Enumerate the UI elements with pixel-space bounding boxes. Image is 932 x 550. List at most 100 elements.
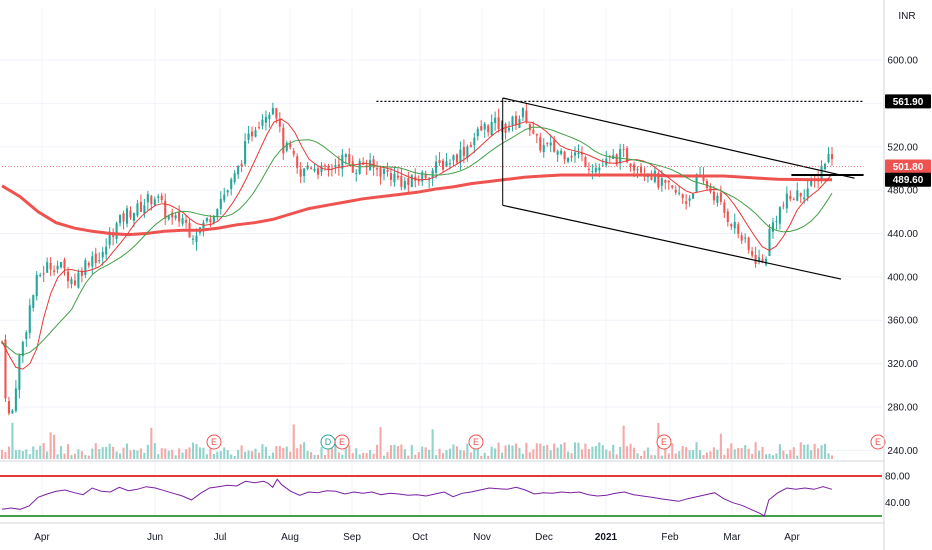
volume-bar xyxy=(824,443,827,459)
volume-bar xyxy=(372,453,375,459)
resistance-price-tag-text: 561.90 xyxy=(893,97,924,108)
volume-bar xyxy=(615,454,618,459)
volume-bar xyxy=(191,442,195,459)
candle-body xyxy=(254,130,257,137)
candle-body xyxy=(507,128,511,131)
volume-bar xyxy=(448,448,452,459)
volume-bar xyxy=(407,455,410,459)
volume-bar xyxy=(692,449,695,459)
volume-bar xyxy=(282,447,285,459)
candle-body xyxy=(35,274,38,297)
volume-bar xyxy=(723,454,726,459)
volume-bar xyxy=(365,452,368,459)
volume-bar xyxy=(348,445,351,459)
candle-body xyxy=(316,168,320,175)
candle-body xyxy=(39,275,42,277)
candle-body xyxy=(178,212,181,222)
candle-body xyxy=(18,355,21,390)
volume-bar xyxy=(560,444,563,459)
volume-bar xyxy=(98,449,101,459)
candle-body xyxy=(785,193,788,209)
candle-body xyxy=(494,117,497,123)
volume-bar xyxy=(261,444,264,459)
volume-bar xyxy=(584,443,587,459)
volume-bar xyxy=(230,454,233,459)
candle-body xyxy=(824,164,827,170)
volume-bar xyxy=(629,443,632,459)
volume-bar xyxy=(233,455,236,459)
candle-body xyxy=(191,238,195,240)
currency-label: INR xyxy=(898,11,915,22)
volume-bar xyxy=(799,442,802,459)
volume-bar xyxy=(459,449,462,459)
candle-body xyxy=(455,154,458,163)
volume-bar xyxy=(247,450,250,459)
volume-bar xyxy=(601,445,604,459)
candle-body xyxy=(667,180,670,183)
volume-bar xyxy=(122,447,125,459)
candle-body xyxy=(150,196,153,205)
volume-bar xyxy=(431,429,434,459)
candle-body xyxy=(622,148,625,150)
candle-body xyxy=(619,149,622,164)
candle-body xyxy=(799,193,802,197)
candle-body xyxy=(692,193,695,199)
volume-bar xyxy=(403,449,406,459)
volume-bar xyxy=(18,449,21,459)
candle-body xyxy=(11,410,14,414)
volume-bar xyxy=(549,450,552,459)
candle-body xyxy=(730,224,733,227)
candle-body xyxy=(108,231,111,245)
volume-bar xyxy=(185,449,188,459)
candle-body xyxy=(771,222,775,232)
volume-bar xyxy=(514,443,518,459)
volume-bar xyxy=(306,450,309,459)
volume-bar xyxy=(428,449,431,459)
candle-body xyxy=(591,170,594,172)
candle-body xyxy=(744,237,747,239)
volume-bar xyxy=(674,453,677,459)
volume-bar xyxy=(143,452,146,459)
candle-body xyxy=(424,173,427,179)
volume-bar xyxy=(758,450,761,459)
ma-long-line xyxy=(1,173,832,237)
candle-body xyxy=(327,165,330,170)
resistance-price-tag-box xyxy=(885,94,931,109)
volume-bar xyxy=(7,446,10,459)
candle-body xyxy=(310,167,313,169)
candle-body xyxy=(431,170,434,178)
volume-bar xyxy=(580,449,583,459)
rsi-tick-label: 40.00 xyxy=(885,498,910,509)
candle-body xyxy=(181,218,184,224)
candle-body xyxy=(32,295,35,308)
volume-bar xyxy=(32,446,35,459)
candle-body xyxy=(46,262,49,273)
candle-body xyxy=(396,175,399,178)
candle-body xyxy=(577,152,580,155)
price-tick-label: 520.00 xyxy=(887,142,918,153)
candle-body xyxy=(278,119,281,127)
volume-bar xyxy=(497,442,500,459)
volume-bar xyxy=(664,446,667,459)
volume-bar xyxy=(251,451,254,459)
volume-bar xyxy=(480,455,483,459)
candle-body xyxy=(778,207,781,224)
volume-bar xyxy=(421,446,424,459)
volume-bar xyxy=(181,452,184,459)
volume-bar xyxy=(362,452,365,459)
grid xyxy=(0,8,882,516)
volume-bar xyxy=(382,455,386,459)
volume-bar xyxy=(167,450,170,459)
time-tick-label: Nov xyxy=(473,532,491,543)
volume-bar xyxy=(358,454,361,459)
candle-body xyxy=(490,122,493,136)
volume-bar xyxy=(626,446,629,459)
volume-bar xyxy=(396,446,399,459)
volume-bar xyxy=(830,455,834,459)
candle-body xyxy=(497,117,500,129)
candle-body xyxy=(94,253,97,264)
candle-body xyxy=(289,143,292,148)
candle-body xyxy=(629,163,632,167)
volume-bar xyxy=(452,444,455,459)
